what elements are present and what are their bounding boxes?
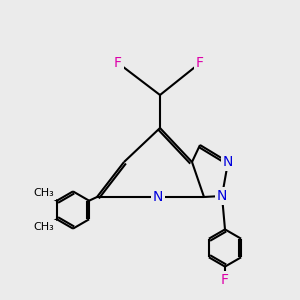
Text: N: N <box>217 189 227 203</box>
Text: CH₃: CH₃ <box>34 188 54 198</box>
Text: F: F <box>221 273 229 287</box>
Text: N: N <box>223 155 233 169</box>
Text: F: F <box>114 56 122 70</box>
Text: CH₃: CH₃ <box>34 222 54 232</box>
Text: N: N <box>153 190 163 204</box>
Text: F: F <box>196 56 204 70</box>
